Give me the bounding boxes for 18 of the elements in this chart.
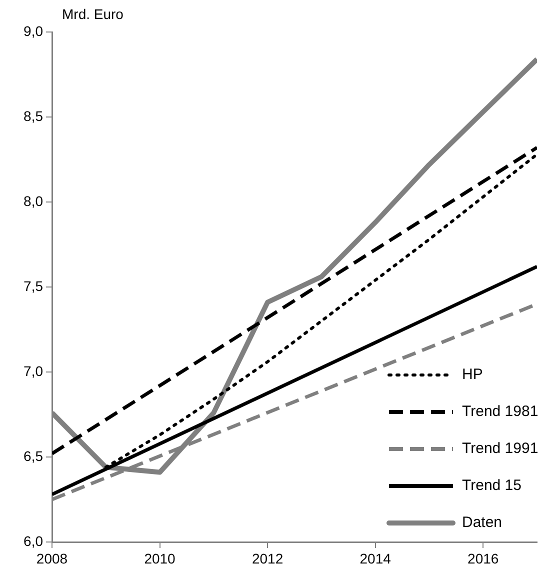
legend-label: HP [462, 366, 483, 383]
x-tick-label: 2014 [360, 550, 392, 566]
y-tick-label: 7,0 [24, 362, 44, 379]
legend-label: Daten [462, 514, 502, 531]
y-tick-label: 8,5 [24, 108, 44, 124]
x-tick-label: 2008 [36, 550, 68, 566]
legend-label: Trend 15 [462, 477, 522, 494]
legend-label: Trend 1991 [462, 440, 538, 457]
y-tick-label: 9,0 [24, 22, 44, 39]
y-tick-label: 8,0 [24, 192, 44, 209]
x-tick-label: 2016 [468, 550, 499, 566]
y-tick-label: 6,5 [24, 448, 44, 464]
y-tick-label: 7,5 [24, 278, 44, 294]
x-tick-label: 2012 [252, 550, 284, 566]
x-tick-label: 2010 [144, 550, 176, 566]
y-tick-label: 6,0 [24, 532, 44, 549]
legend-label: Trend 1981 [462, 403, 538, 420]
y-axis-title: Mrd. Euro [62, 6, 124, 22]
